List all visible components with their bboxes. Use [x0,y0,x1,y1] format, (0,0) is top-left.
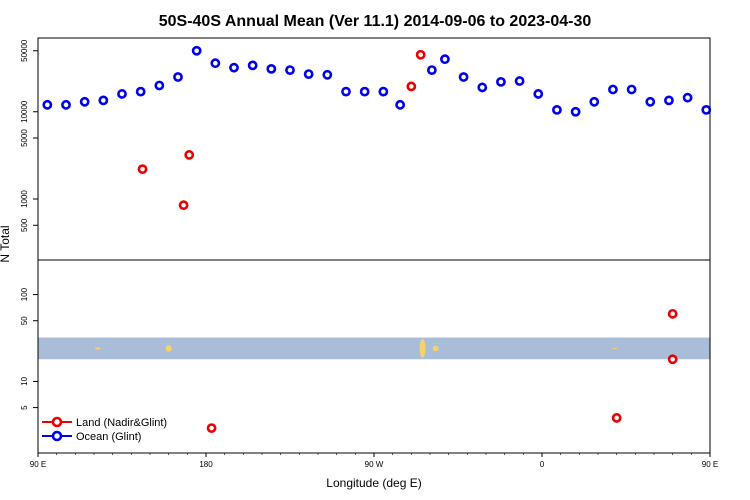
land-patch [165,345,172,352]
land-patch [94,347,101,350]
top-ocean-point [266,63,277,74]
top-ocean-point [626,84,637,95]
top-ocean-point [458,72,469,82]
bottom-y-tick-label: 50 [20,316,29,325]
land-patch [419,339,426,358]
top-ocean-point [285,65,295,76]
top-ocean-point [117,89,127,99]
top-land-point [178,200,189,211]
x-axis-label: Longitude (deg E) [326,476,421,490]
y-axis-label: N Total [0,225,12,262]
top-ocean-point [440,54,450,65]
x-tick-label: 90 E [702,460,718,469]
legend-land-marker [51,416,63,428]
bottom-y-tick-label: 100 [20,287,29,301]
top-ocean-point [210,58,221,69]
top-ocean-point [426,65,437,76]
top-land-point [415,49,426,60]
bottom-land-point [667,354,678,365]
top-ocean-point [589,96,600,107]
top-ocean-point [608,84,618,95]
x-tick-label: 90 W [365,460,384,469]
top-ocean-point [682,92,693,103]
top-ocean-point [135,86,146,97]
top-ocean-point [378,86,389,97]
x-tick-label: 90 E [30,460,46,469]
x-axis: 90 E 180 90 W 0 90 E [30,453,718,469]
x-tick-label: 180 [199,460,213,469]
top-ocean-point [303,69,314,80]
land-patch [611,347,618,349]
bottom-land-point [611,413,622,423]
top-ocean-point [341,86,351,97]
top-ocean-point [79,96,90,107]
top-y-tick-label: 5000 [20,129,29,147]
bottom-land-point [667,308,678,319]
top-ocean-point [645,96,656,107]
shaded-band [38,337,710,360]
legend: Land (Nadir&Glint) Ocean (Glint) [42,416,167,443]
top-ocean-point [496,76,506,87]
top-y-tick-label: 1000 [20,190,29,208]
bottom-land-point [206,423,217,434]
x-tick-label: 0 [540,460,545,469]
top-land-point [184,150,195,160]
top-ocean-point [395,99,406,110]
land-patch [432,345,439,352]
top-ocean-point [552,104,562,115]
top-ocean-point [61,99,71,110]
top-panel-frame [37,37,711,261]
top-ocean-point [570,106,581,117]
top-ocean-point [664,95,674,106]
top-ocean-point [42,99,53,110]
bottom-y-tick-label: 10 [20,376,29,385]
top-y-tick-label: 500 [20,218,29,232]
top-ocean-point [322,69,333,80]
top-ocean-point [154,80,165,91]
top-panel-layer: 500 1000 5000 10000 50000 5 10 50 100 [20,39,712,434]
top-ocean-point [173,72,183,82]
top-ocean-point [477,82,488,93]
top-ocean-point [359,86,370,97]
top-y-tick-label: 50000 [20,39,29,62]
legend-ocean-marker [51,430,63,442]
top-land-point [406,81,417,92]
top-ocean-point [701,104,712,115]
top-land-point [137,164,148,175]
top-y-tick-label: 10000 [20,100,29,123]
top-ocean-point [247,60,258,71]
legend-ocean-label: Ocean (Glint) [76,431,141,443]
top-ocean-point [229,62,239,73]
top-ocean-point [514,76,525,86]
bottom-panel-layer [38,337,710,360]
top-ocean-point [98,95,109,106]
chart-title: 50S-40S Annual Mean (Ver 11.1) 2014-09-0… [159,13,592,30]
legend-land-label: Land (Nadir&Glint) [76,417,167,429]
bottom-y-tick-label: 5 [20,405,29,410]
top-ocean-point [191,45,202,56]
top-ocean-point [533,89,544,99]
